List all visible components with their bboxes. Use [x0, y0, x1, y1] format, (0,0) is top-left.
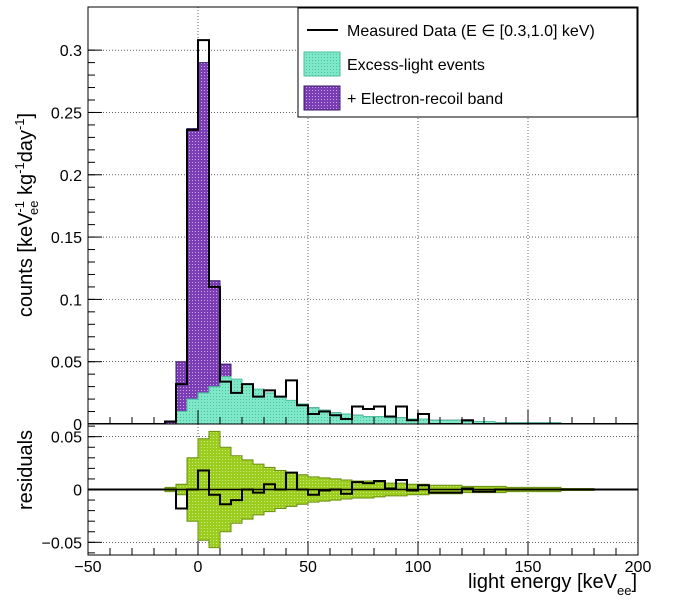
x-tick-label: 100: [405, 559, 432, 576]
legend-label-electron-recoil: + Electron-recoil band: [347, 91, 503, 108]
y-tick-label: 0.15: [51, 230, 82, 247]
y-tick-label: 0.25: [51, 105, 82, 122]
residual-values: [88, 469, 638, 510]
legend-box: [297, 7, 638, 118]
x-tick-label: 50: [299, 559, 317, 576]
legend: Measured Data (E ∈ [0.3,1.0] keV) Excess…: [297, 7, 638, 118]
x-tick-label: 200: [625, 559, 652, 576]
residuals-series: [88, 430, 638, 549]
residuals-y-axis: −0.05 0 0.05: [42, 425, 102, 554]
x-axis-label: light energy [keVee]: [468, 571, 637, 598]
y-tick-label: 0: [73, 417, 82, 434]
series-excess-light-events: [165, 376, 594, 425]
y-tick-label: 0.3: [60, 43, 82, 60]
y-tick-label: 0.05: [51, 355, 82, 372]
res-y-tick-label: 0: [73, 483, 82, 500]
y-tick-label: 0.1: [60, 292, 82, 309]
x-tick-label: 150: [515, 559, 542, 576]
legend-swatch-excess: [303, 51, 341, 77]
legend-swatch-electron-recoil: [303, 85, 341, 111]
residuals-panel: −0.05 0 0.05 −50 0 50 100 150 200 residuals lig…: [15, 423, 651, 598]
main-x-ticks: [87, 410, 639, 424]
res-y-tick-label: 0.05: [51, 430, 82, 447]
legend-label-excess: Excess-light events: [347, 57, 485, 74]
main-panel: 0 0.05 0.1 0.15 0.2 0.25 0.3 counts [keV-1ee k…: [12, 6, 639, 434]
x-tick-label: −50: [74, 559, 101, 576]
legend-label-measured: Measured Data (E ∈ [0.3,1.0] keV): [347, 23, 595, 40]
main-y-axis-label: counts [keV-1ee kg-1day-1]: [12, 113, 41, 317]
res-y-tick-label: −0.05: [42, 535, 83, 552]
residuals-y-axis-label: residuals: [15, 430, 37, 510]
x-tick-label: 0: [194, 559, 203, 576]
y-tick-label: 0.2: [60, 168, 82, 185]
residuals-x-axis: −50 0 50 100 150 200: [74, 541, 651, 576]
main-y-axis: 0 0.05 0.1 0.15 0.2 0.25 0.3: [51, 43, 102, 434]
